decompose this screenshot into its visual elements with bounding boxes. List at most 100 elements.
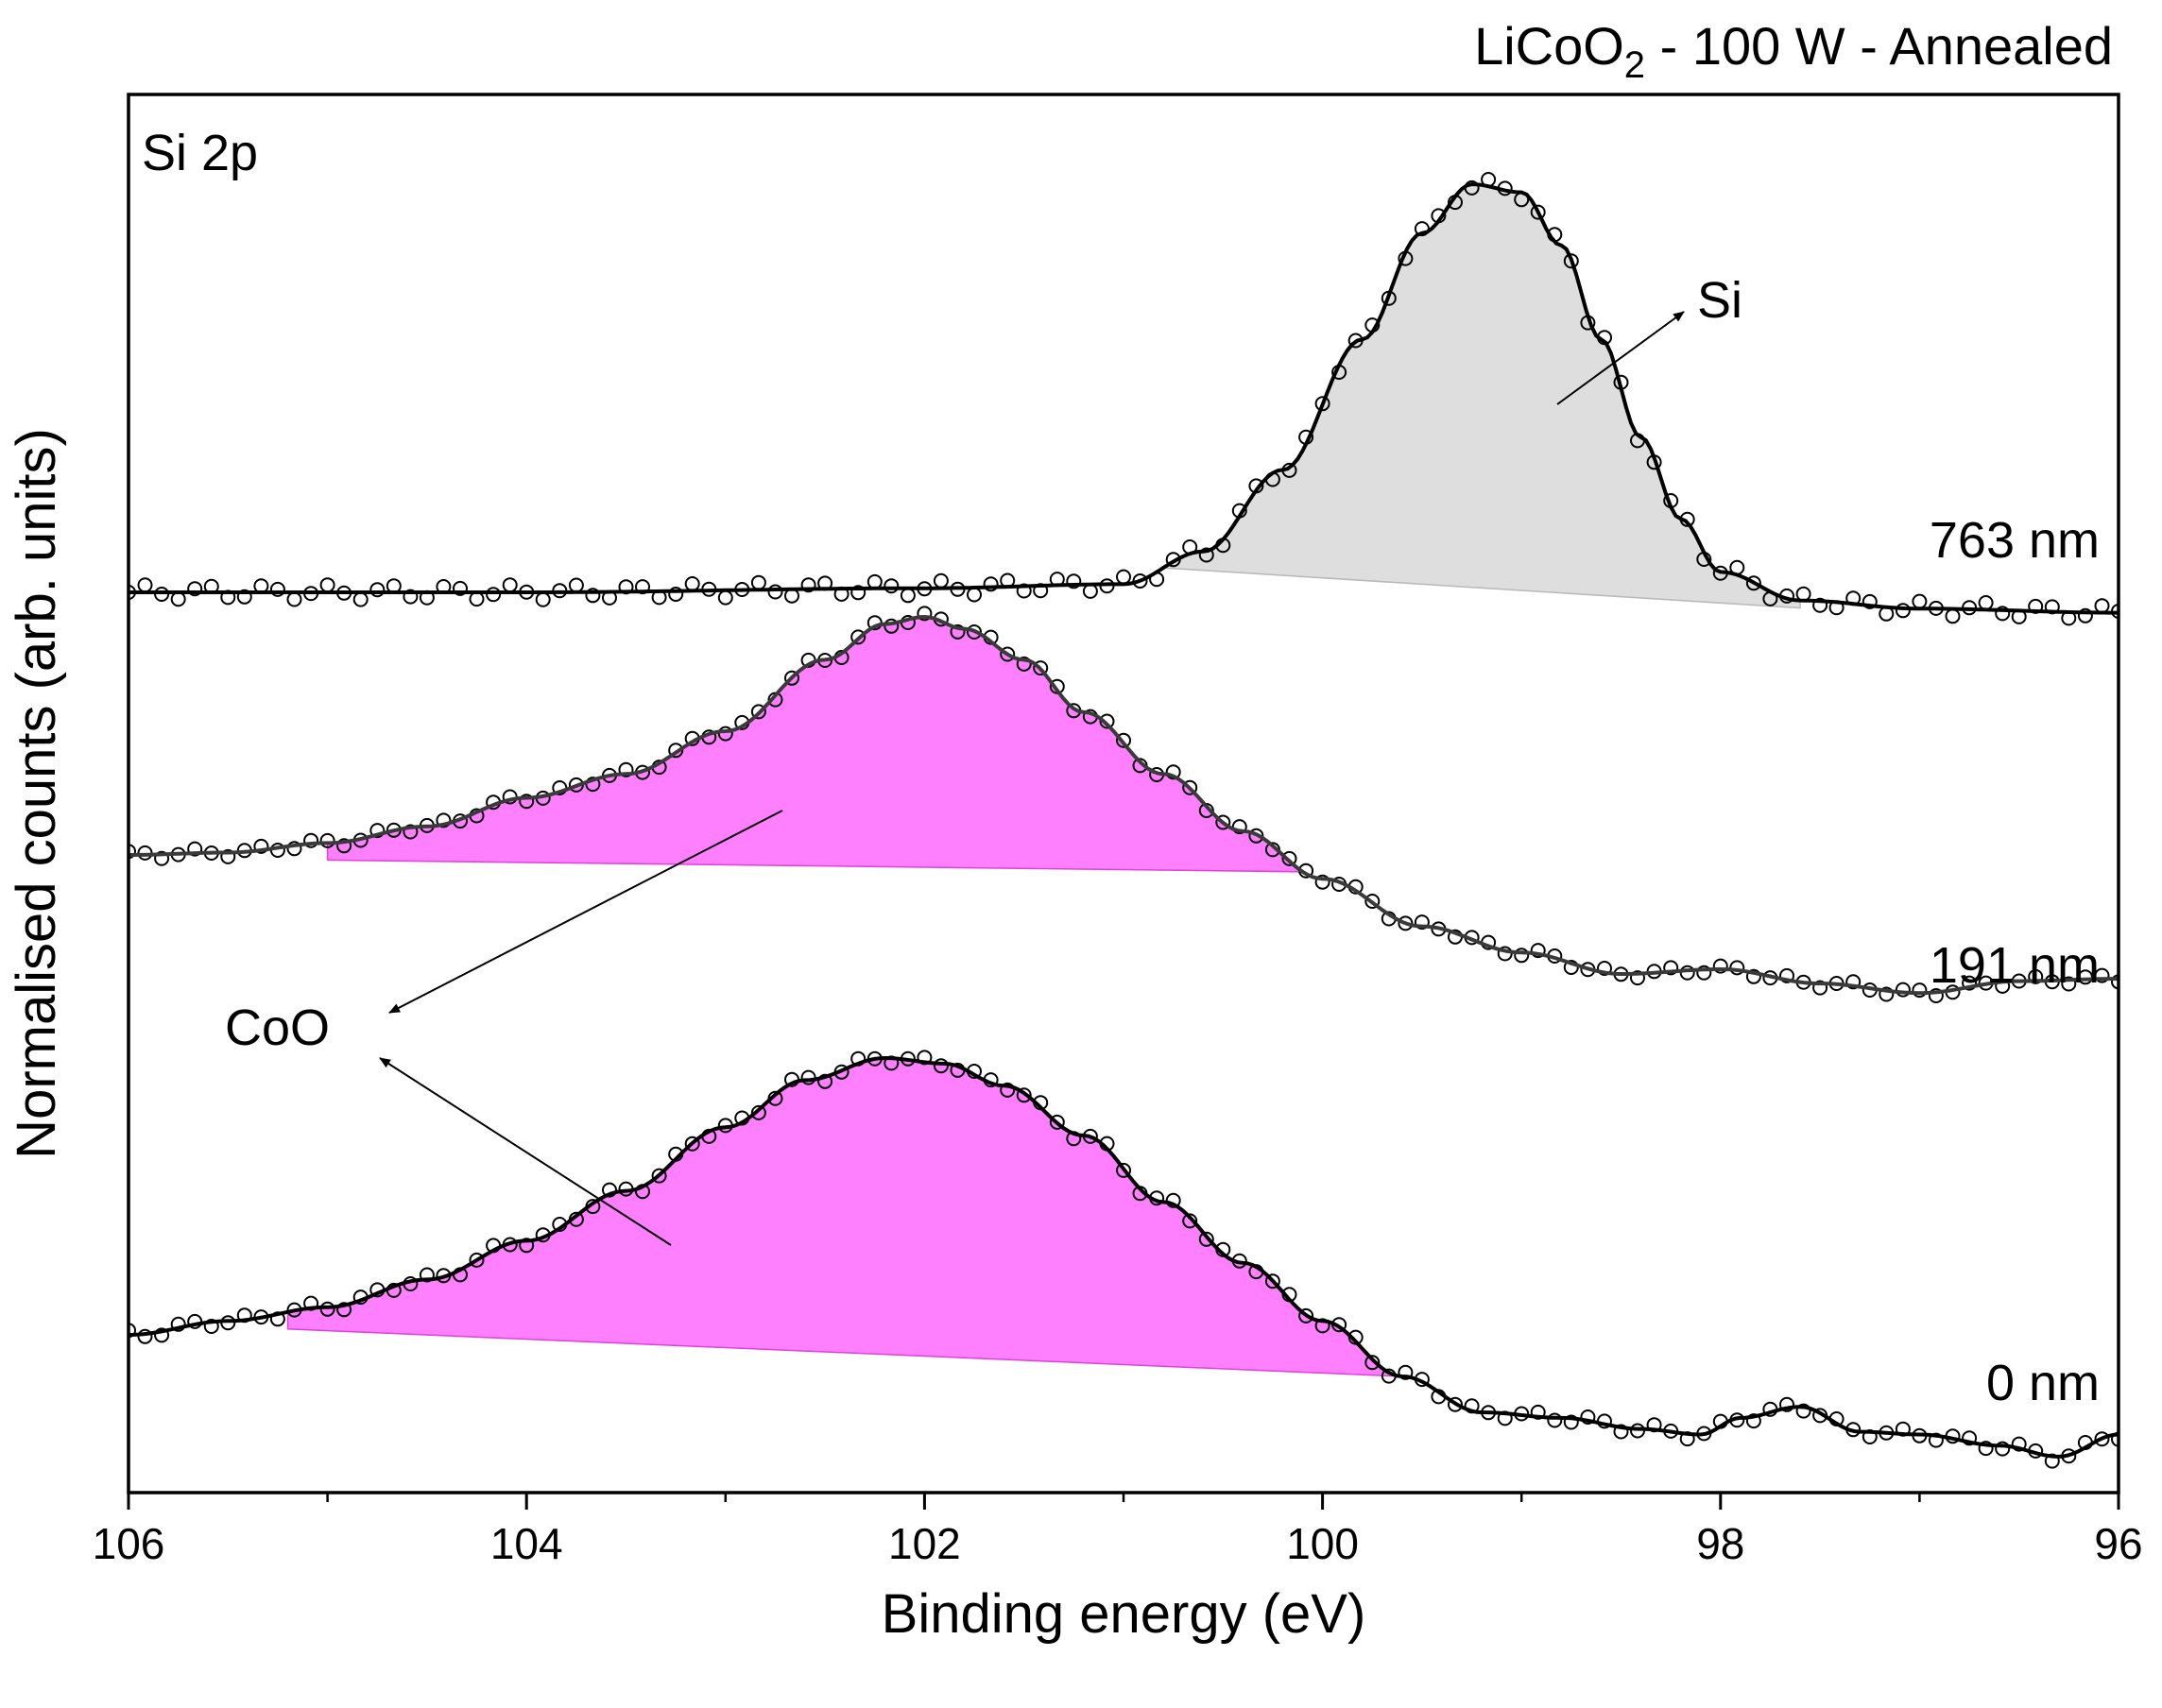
data-point — [933, 572, 949, 589]
data-point — [950, 623, 966, 640]
x-tick-label: 102 — [888, 1519, 961, 1568]
data-point — [1016, 656, 1032, 672]
data-point — [519, 794, 535, 810]
data-point — [1182, 1213, 1198, 1229]
data-point — [1231, 819, 1247, 835]
data-point — [750, 574, 766, 590]
data-point — [1895, 982, 1911, 998]
data-point — [519, 1238, 535, 1254]
data-point — [1082, 583, 1098, 599]
data-point — [2061, 976, 2077, 992]
data-point — [1879, 986, 1895, 1002]
data-point — [1298, 1307, 1314, 1324]
data-point — [170, 591, 186, 607]
data-point — [1745, 968, 1761, 984]
data-point — [369, 582, 386, 598]
data-point — [1314, 396, 1330, 412]
data-point — [1281, 850, 1297, 866]
data-point — [1912, 982, 1928, 999]
data-point — [1597, 961, 1612, 976]
data-point — [1000, 1082, 1016, 1098]
data-point — [568, 577, 584, 593]
data-point — [2111, 974, 2119, 990]
data-point — [1845, 974, 1862, 990]
data-point — [1945, 608, 1961, 624]
data-point — [767, 584, 783, 600]
fit-line-191nm — [129, 614, 2119, 996]
data-point — [1530, 1404, 1546, 1420]
data-point — [717, 726, 733, 742]
data-point — [286, 591, 302, 607]
chart-title-rest: - 100 W - Annealed — [1645, 16, 2113, 76]
data-point — [1696, 965, 1712, 981]
data-point — [1314, 874, 1330, 890]
data-point — [1978, 1441, 1994, 1457]
data-point — [403, 824, 419, 840]
data-point — [1962, 1430, 1978, 1446]
data-point — [469, 591, 485, 607]
data-point — [453, 580, 468, 596]
data-point — [154, 850, 170, 866]
data-point — [1912, 593, 1928, 609]
x-tick-label: 96 — [2094, 1519, 2142, 1568]
y-axis-label: Normalised counts (arb. units) — [6, 428, 67, 1159]
data-point — [684, 1136, 700, 1152]
data-point — [1745, 575, 1761, 591]
data-point — [1862, 593, 1878, 609]
data-point — [967, 624, 982, 640]
data-point — [684, 576, 700, 591]
data-point — [1530, 204, 1546, 220]
data-point — [469, 1252, 485, 1268]
data-point — [203, 1319, 219, 1334]
data-point — [817, 1073, 833, 1089]
chart-title-subscript: 2 — [1624, 44, 1645, 86]
component-fill-coo-1 — [326, 616, 1305, 873]
data-point — [900, 588, 916, 604]
data-point — [1613, 1424, 1629, 1440]
data-point — [750, 1104, 766, 1120]
coo-annotation: CoO — [225, 999, 330, 1056]
data-point — [137, 1328, 153, 1344]
data-point — [1995, 978, 2011, 994]
data-point — [253, 838, 269, 854]
data-point — [1116, 1162, 1131, 1178]
data-point — [585, 588, 601, 604]
data-point — [1116, 732, 1131, 748]
data-point — [717, 589, 733, 606]
data-point — [319, 577, 335, 593]
data-point — [137, 577, 153, 593]
data-point — [1264, 1273, 1280, 1290]
data-point — [1779, 967, 1794, 983]
data-point — [1563, 253, 1579, 269]
data-point — [1580, 1409, 1596, 1425]
data-point — [236, 589, 252, 605]
fit-line-0nm — [129, 1055, 2119, 1459]
series-label-191nm: 191 nm — [1930, 937, 2100, 994]
data-point — [2077, 607, 2093, 623]
data-point — [1198, 547, 1214, 563]
data-point — [1364, 894, 1381, 909]
data-point — [154, 1327, 170, 1343]
data-point — [1995, 1441, 2011, 1457]
si-annotation: Si — [1697, 272, 1742, 329]
data-point — [1182, 779, 1198, 795]
data-point — [1962, 975, 1978, 991]
data-point — [1812, 597, 1828, 613]
data-point — [1928, 988, 1944, 1003]
data-point — [187, 581, 203, 597]
data-point — [2011, 1436, 2027, 1452]
data-point — [1165, 764, 1181, 780]
data-point — [784, 670, 799, 686]
x-tick-label: 100 — [1286, 1519, 1359, 1568]
data-point — [129, 844, 136, 860]
data-point — [750, 704, 766, 720]
fit-line-763nm — [129, 181, 2119, 615]
data-point — [1116, 569, 1131, 585]
data-point — [303, 832, 319, 848]
component-fill-si-0 — [1160, 183, 1801, 609]
data-point — [1547, 1412, 1563, 1428]
data-point — [1630, 970, 1645, 986]
data-point — [1795, 1403, 1811, 1419]
data-point — [917, 606, 933, 622]
data-point — [403, 589, 419, 605]
